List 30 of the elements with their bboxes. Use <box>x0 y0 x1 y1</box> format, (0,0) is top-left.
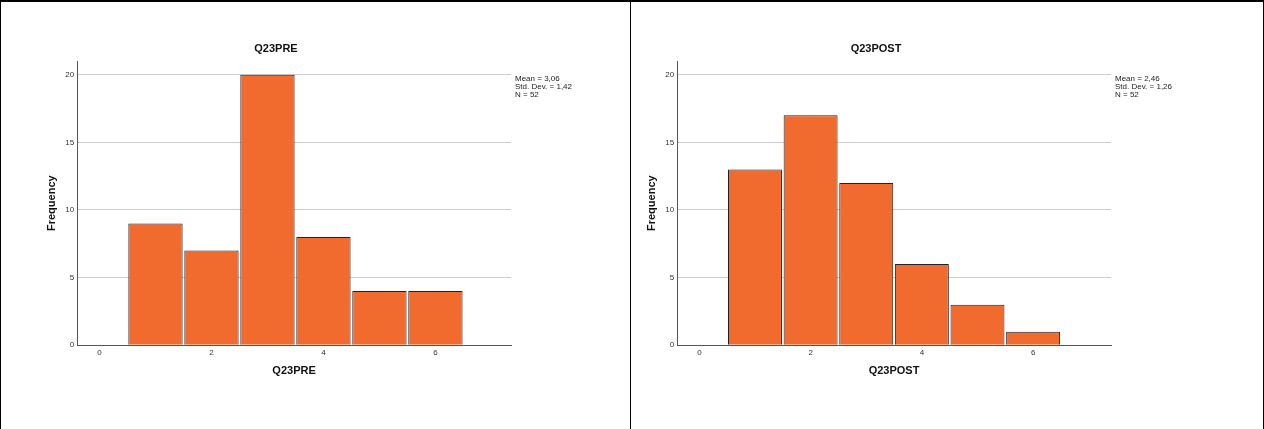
x-axis-title: Q23PRE <box>272 364 316 377</box>
x-axis-title: Q23POST <box>868 364 920 377</box>
y-tick-label: 15 <box>65 137 75 147</box>
text: Mean = 2,46 <box>1115 74 1161 84</box>
x-tick-label: 0 <box>697 348 703 358</box>
x-tick-label: 4 <box>919 348 925 358</box>
x-tick-label: 4 <box>321 348 327 358</box>
y-tick-label: 10 <box>665 205 675 215</box>
y-tick-label: 20 <box>665 69 675 79</box>
x-tick-label: 6 <box>433 348 439 358</box>
y-tick-label: 0 <box>69 340 75 350</box>
x-tick-label: 2 <box>808 348 814 358</box>
text: Std. Dev. = 1,42 <box>515 82 573 92</box>
chart-title: Q23PRE <box>254 41 298 54</box>
y-tick-label: 15 <box>665 137 675 147</box>
text: Std. Dev. = 1,26 <box>1115 82 1173 92</box>
y-axis-title: Frequency <box>644 174 657 232</box>
x-tick-label: 6 <box>1030 348 1036 358</box>
text: N = 52 <box>1115 90 1140 100</box>
text: Mean = 3,06 <box>515 74 561 84</box>
text: N = 52 <box>515 90 540 100</box>
y-tick-label: 20 <box>65 69 75 79</box>
y-tick-label: 5 <box>669 272 675 282</box>
y-tick-label: 10 <box>65 205 75 215</box>
chart-title: Q23POST <box>850 41 902 54</box>
y-tick-label: 5 <box>69 272 75 282</box>
x-tick-label: 0 <box>97 348 103 358</box>
y-tick-label: 0 <box>669 340 675 350</box>
y-axis-title: Frequency <box>44 174 57 232</box>
x-tick-label: 2 <box>209 348 215 358</box>
